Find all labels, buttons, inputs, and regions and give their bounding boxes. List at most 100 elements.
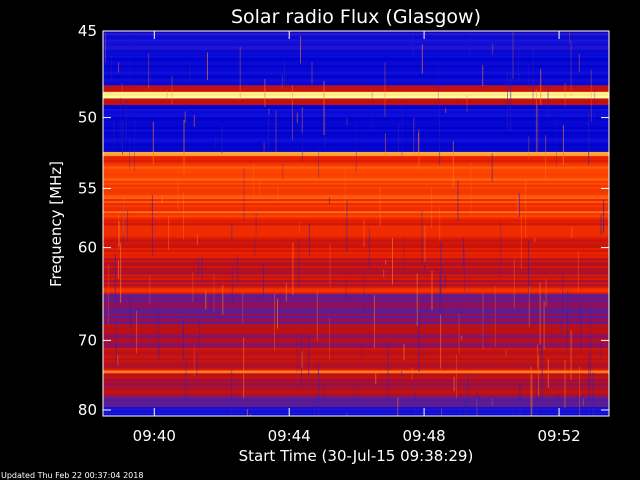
heatmap-streak — [243, 167, 245, 221]
heatmap-streak — [494, 285, 496, 347]
heatmap-streak — [464, 398, 466, 416]
heatmap-streak — [122, 202, 124, 247]
heatmap-row — [103, 160, 609, 164]
heatmap-streak — [171, 76, 173, 105]
heatmap-streak — [122, 120, 123, 155]
heatmap-row — [103, 57, 609, 61]
heatmap-row — [103, 264, 609, 267]
heatmap-row — [103, 149, 609, 153]
heatmap-streak — [441, 408, 442, 416]
heatmap-streak — [461, 335, 463, 340]
heatmap-streak — [392, 238, 393, 285]
heatmap-row — [103, 39, 609, 43]
heatmap-streak — [476, 398, 478, 416]
heatmap-streak — [301, 351, 303, 368]
heatmap-streak — [268, 110, 270, 151]
heatmap-row — [103, 59, 609, 63]
heatmap-streak — [457, 304, 458, 312]
heatmap-row — [103, 278, 609, 281]
heatmap-streak — [547, 85, 549, 119]
heatmap-streak — [323, 81, 325, 135]
heatmap-row — [103, 256, 609, 259]
heatmap-streak — [525, 179, 527, 239]
heatmap-row — [103, 190, 609, 194]
heatmap-streak — [129, 31, 131, 86]
heatmap-row — [103, 293, 609, 297]
heatmap-row — [103, 63, 609, 67]
heatmap-streak — [277, 299, 278, 329]
heatmap-streak — [184, 111, 186, 123]
heatmap-streak — [166, 90, 168, 98]
heatmap-streak — [239, 47, 241, 101]
heatmap-row — [103, 379, 609, 382]
heatmap-streak — [571, 226, 573, 239]
heatmap-streak — [281, 74, 283, 90]
heatmap-streak — [373, 294, 375, 349]
heatmap-row — [103, 301, 609, 305]
heatmap-row — [103, 121, 609, 124]
heatmap-streak — [592, 407, 594, 416]
heatmap-streak — [460, 408, 462, 416]
heatmap-row — [103, 213, 609, 216]
heatmap-streak — [250, 414, 251, 416]
heatmap-streak — [398, 123, 400, 152]
heatmap-streak — [569, 31, 570, 44]
heatmap-streak — [545, 135, 547, 181]
heatmap-row — [103, 196, 609, 200]
heatmap-streak — [415, 308, 417, 323]
heatmap-streak — [117, 354, 119, 366]
heatmap-row — [103, 154, 609, 157]
heatmap-row — [103, 217, 609, 220]
heatmap-streak — [562, 273, 563, 321]
heatmap-row — [103, 280, 609, 283]
heatmap-streak — [117, 260, 119, 279]
heatmap-streak — [401, 371, 403, 377]
heatmap-row — [103, 250, 609, 253]
heatmap-row — [103, 241, 609, 245]
y-tick-label: 50 — [78, 109, 97, 127]
heatmap-streak — [379, 186, 381, 227]
heatmap-row — [103, 272, 609, 275]
heatmap-streak — [553, 312, 555, 317]
heatmap-row — [103, 352, 609, 355]
heatmap-streak — [298, 238, 300, 288]
heatmap-row — [103, 170, 609, 174]
heatmap-row — [103, 330, 609, 333]
heatmap-row — [103, 336, 609, 339]
heatmap-streak — [401, 99, 403, 157]
heatmap-streak — [301, 110, 303, 162]
heatmap-row — [103, 317, 609, 321]
heatmap-streak — [421, 211, 423, 264]
heatmap-streak — [298, 221, 300, 233]
heatmap-streak — [528, 240, 529, 301]
heatmap-row — [103, 113, 609, 116]
heatmap-row — [103, 344, 609, 347]
heatmap-row — [103, 288, 609, 291]
heatmap-row — [103, 350, 609, 353]
heatmap-row — [103, 319, 609, 323]
heatmap-streak — [274, 293, 275, 351]
heatmap-row — [103, 211, 609, 214]
heatmap-row — [103, 346, 609, 349]
heatmap-streak — [108, 413, 110, 416]
heatmap-streak — [383, 269, 385, 278]
heatmap-streak — [555, 116, 557, 167]
heatmap-row — [103, 53, 609, 57]
heatmap-streak — [557, 394, 559, 416]
heatmap-streak — [361, 344, 363, 360]
heatmap-row — [103, 143, 609, 147]
heatmap-streak — [193, 115, 195, 127]
heatmap-row — [103, 406, 609, 410]
heatmap-streak — [491, 398, 493, 407]
x-axis: 09:40 09:44 09:48 09:52 — [133, 31, 581, 445]
heatmap-streak — [387, 341, 389, 398]
plot-area — [103, 31, 609, 416]
heatmap-row — [103, 383, 609, 386]
heatmap-streak — [531, 374, 533, 416]
heatmap-streak — [125, 101, 127, 140]
heatmap-streak — [183, 193, 185, 240]
heatmap-streak — [513, 258, 515, 308]
heatmap-streak — [363, 219, 365, 247]
heatmap-streak — [151, 194, 153, 256]
heatmap-streak — [371, 91, 373, 132]
